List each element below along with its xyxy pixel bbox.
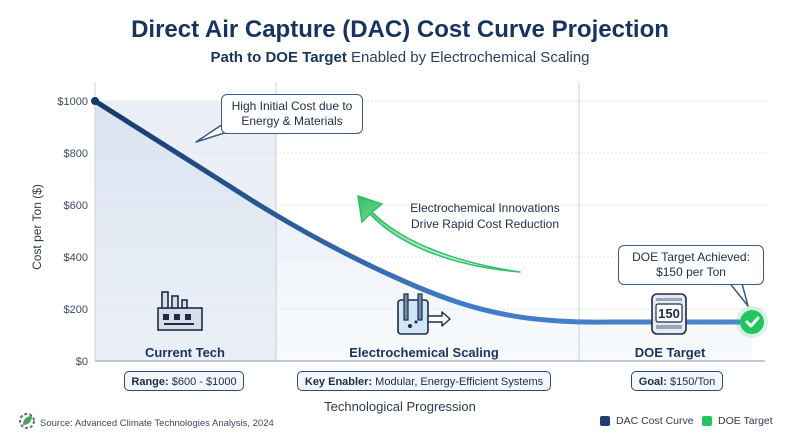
innovation-arrow — [357, 195, 521, 273]
y-tick-label: $400 — [64, 252, 88, 264]
pill-label: Key Enabler: — [304, 376, 373, 388]
y-tick-label: $0 — [76, 356, 88, 368]
target-check-circle — [740, 310, 764, 334]
source-note: Source: Advanced Climate Technologies An… — [40, 418, 274, 429]
legend-label-cost-curve: DAC Cost Curve — [616, 415, 694, 427]
innovation-line-1: Electrochemical Innovations — [410, 201, 560, 215]
innovation-annotation: Electrochemical Innovations Drive Rapid … — [395, 200, 575, 232]
x-axis-label: Technological Progression — [324, 399, 476, 414]
pill-label: Goal: — [638, 376, 667, 388]
curve-area-fill — [95, 101, 752, 361]
y-tick-labels: $0 $200 $400 $600 $800 $1000 — [57, 96, 88, 368]
dac-unit-icon: 150 — [651, 293, 687, 335]
factory-icon — [157, 291, 203, 331]
phase-name-current-tech: Current Tech — [145, 345, 225, 360]
target-callout: DOE Target Achieved: $150 per Ton — [618, 245, 764, 285]
check-icon — [745, 316, 760, 328]
y-tick-label: $800 — [64, 148, 88, 160]
pill-value: $150/Ton — [666, 376, 716, 388]
dac-cost-curve — [92, 98, 755, 325]
phase-name-electrochemical: Electrochemical Scaling — [349, 345, 499, 360]
legend-swatch-doe-target — [702, 416, 712, 426]
pill-label: Range: — [131, 376, 169, 388]
pill-value: Modular, Energy-Efficient Systems — [372, 376, 544, 388]
legend-item-doe-target: DOE Target — [702, 415, 773, 427]
subtitle-bold: Path to DOE Target — [210, 49, 347, 66]
key-enabler-pill: Key Enabler: Modular, Energy-Efficient S… — [297, 371, 551, 391]
goal-pill: Goal: $150/Ton — [631, 371, 723, 391]
legend-item-cost-curve: DAC Cost Curve — [600, 415, 694, 427]
legend-label-doe-target: DOE Target — [718, 415, 773, 427]
curve-start-point — [91, 97, 99, 105]
legend-swatch-cost-curve — [600, 416, 610, 426]
y-tick-label: $1000 — [57, 96, 88, 108]
chart-title: Direct Air Capture (DAC) Cost Curve Proj… — [131, 16, 669, 43]
current-tech-range-pill: Range: $600 - $1000 — [124, 371, 244, 391]
electrochemical-cell-icon — [397, 293, 451, 335]
subtitle-rest: Enabled by Electrochemical Scaling — [346, 49, 590, 66]
leaf-gear-logo-icon — [19, 413, 35, 429]
y-tick-label: $200 — [64, 304, 88, 316]
y-tick-label: $600 — [64, 200, 88, 212]
high-cost-callout: High Initial Cost due to Energy & Materi… — [221, 94, 363, 134]
svg-text:150: 150 — [658, 306, 680, 321]
chart-subtitle: Path to DOE Target Enabled by Electroche… — [0, 49, 800, 66]
phase-name-doe-target: DOE Target — [634, 345, 706, 360]
y-axis-label: Cost per Ton ($) — [30, 184, 44, 270]
target-line-1: DOE Target Achieved: — [632, 250, 750, 264]
target-line-2: $150 per Ton — [656, 265, 726, 279]
pill-value: $600 - $1000 — [168, 376, 237, 388]
innovation-line-2: Drive Rapid Cost Reduction — [410, 217, 560, 231]
